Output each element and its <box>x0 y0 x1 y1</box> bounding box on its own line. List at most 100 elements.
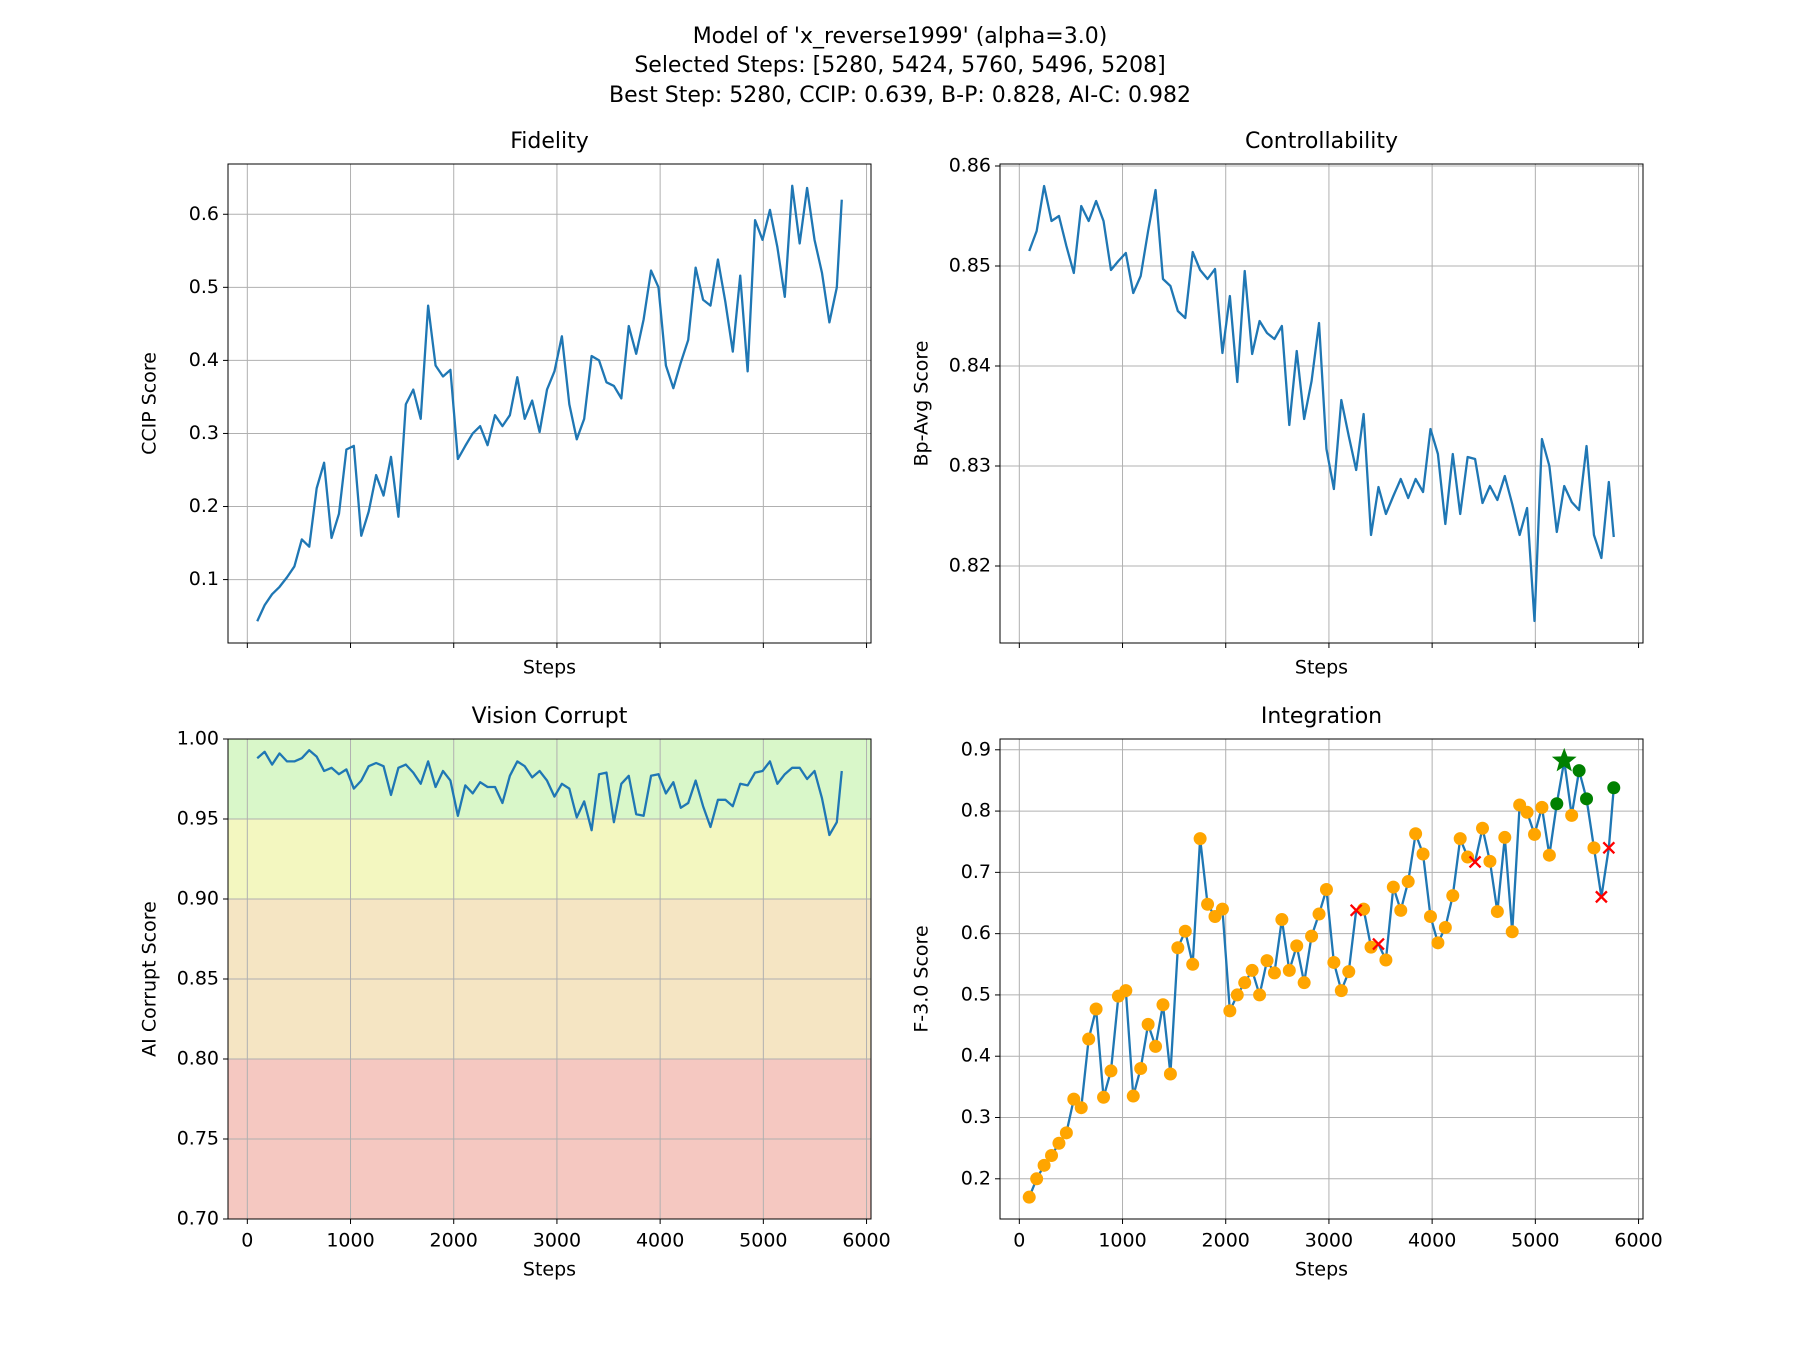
subplot-title: Fidelity <box>510 129 589 154</box>
point <box>1475 821 1489 835</box>
point <box>1282 963 1296 977</box>
point <box>1542 848 1556 862</box>
point <box>1097 1090 1111 1104</box>
point <box>1275 913 1289 927</box>
x-tick-label: 2000 <box>1202 1230 1250 1252</box>
point <box>1297 976 1311 990</box>
point <box>1045 1149 1059 1163</box>
selected-point <box>1550 797 1564 811</box>
point <box>1305 929 1319 943</box>
point <box>1030 1172 1044 1186</box>
point <box>1238 976 1252 990</box>
y-tick-label: 0.84 <box>949 355 991 377</box>
point <box>1089 1002 1103 1016</box>
point <box>1230 988 1244 1002</box>
x-tick-label: 5000 <box>739 1230 787 1252</box>
point <box>1461 850 1475 864</box>
point <box>1156 998 1170 1012</box>
y-tick-label: 0.2 <box>189 495 219 517</box>
point <box>1394 903 1408 917</box>
point <box>1409 827 1423 841</box>
point <box>1490 905 1504 919</box>
point <box>1416 847 1430 861</box>
y-tick-label: 0.70 <box>177 1208 219 1230</box>
x-tick-label: 0 <box>241 1230 253 1252</box>
x-axis-label: Steps <box>1295 1259 1348 1281</box>
y-tick-label: 0.1 <box>189 568 219 590</box>
excluded-point <box>1349 904 1363 917</box>
subplot: 0.1 0.2 0.3 0.4 0.5 0.6 Fidelity Steps CCIP Scor… <box>139 129 872 679</box>
point <box>1565 808 1579 822</box>
point <box>1186 957 1200 971</box>
point <box>1141 1017 1155 1031</box>
point <box>1438 921 1452 935</box>
y-tick-label: 0.6 <box>189 203 219 225</box>
y-tick-label: 1.00 <box>177 728 219 750</box>
y-tick-label: 0.4 <box>961 1045 991 1067</box>
point <box>1126 1089 1140 1103</box>
series-line <box>1028 759 1615 1198</box>
point <box>1245 963 1259 977</box>
point <box>1260 954 1274 968</box>
point <box>1201 897 1215 911</box>
y-tick-label: 0.4 <box>189 349 219 371</box>
y-tick-label: 0.90 <box>177 888 219 910</box>
point <box>1215 902 1229 916</box>
point <box>1401 875 1415 889</box>
point <box>1193 832 1207 846</box>
y-axis-label: AI Corrupt Score <box>139 901 161 1057</box>
point <box>1267 966 1281 980</box>
y-tick-label: 0.9 <box>961 738 991 760</box>
excluded-point <box>1602 841 1616 855</box>
selected-point <box>1607 781 1621 795</box>
y-tick-label: 0.5 <box>961 983 991 1005</box>
y-tick-label: 0.82 <box>949 555 991 577</box>
subplot-title: Controllability <box>1245 129 1398 154</box>
x-tick-label: 3000 <box>1305 1230 1353 1252</box>
series-line <box>256 749 843 837</box>
point <box>1334 984 1348 998</box>
y-axis-label: CCIP Score <box>139 352 161 455</box>
point <box>1022 1190 1036 1204</box>
figure-title: Selected Steps: [5280, 5424, 5760, 5496,… <box>634 53 1165 78</box>
point <box>1171 941 1185 955</box>
figure-title: Model of 'x_reverse1999' (alpha=3.0) <box>693 24 1108 49</box>
band <box>228 819 871 899</box>
point <box>1082 1032 1096 1046</box>
axes-frame <box>999 163 1644 644</box>
point <box>1431 936 1445 950</box>
figure-title: Best Step: 5280, CCIP: 0.639, B-P: 0.828… <box>609 83 1191 108</box>
selected-point <box>1572 764 1586 778</box>
x-axis-label: Steps <box>1295 657 1348 679</box>
axes-frame <box>227 163 872 644</box>
y-tick-label: 0.83 <box>949 455 991 477</box>
x-tick-label: 6000 <box>842 1230 890 1252</box>
point <box>1505 925 1519 939</box>
x-axis-label: Steps <box>523 657 576 679</box>
series-line <box>256 184 843 622</box>
point <box>1379 953 1393 967</box>
x-axis-label: Steps <box>523 1259 576 1281</box>
point <box>1327 955 1341 969</box>
y-tick-label: 0.6 <box>961 922 991 944</box>
axes-frame <box>227 738 872 1220</box>
y-tick-label: 0.3 <box>961 1106 991 1128</box>
x-tick-label: 3000 <box>533 1230 581 1252</box>
point <box>1037 1158 1051 1172</box>
y-tick-label: 0.5 <box>189 276 219 298</box>
point <box>1535 800 1549 814</box>
point <box>1386 880 1400 894</box>
point <box>1074 1101 1088 1115</box>
point <box>1134 1061 1148 1075</box>
subplot: 0 1000 2000 3000 4000 5000 6000 0.2 0.3 0.4 0.5 0.6… <box>911 704 1663 1281</box>
y-tick-label: 0.3 <box>189 422 219 444</box>
best-point <box>1551 747 1577 772</box>
point <box>1453 832 1467 846</box>
point <box>1587 841 1601 855</box>
subplot: 0 1000 2000 3000 4000 5000 6000 0.70 0.75 0.80 0.8… <box>139 704 891 1281</box>
x-tick-label: 2000 <box>430 1230 478 1252</box>
point <box>1067 1092 1081 1106</box>
point <box>1364 940 1378 954</box>
excluded-point <box>1468 855 1482 869</box>
y-tick-label: 0.85 <box>949 255 991 277</box>
